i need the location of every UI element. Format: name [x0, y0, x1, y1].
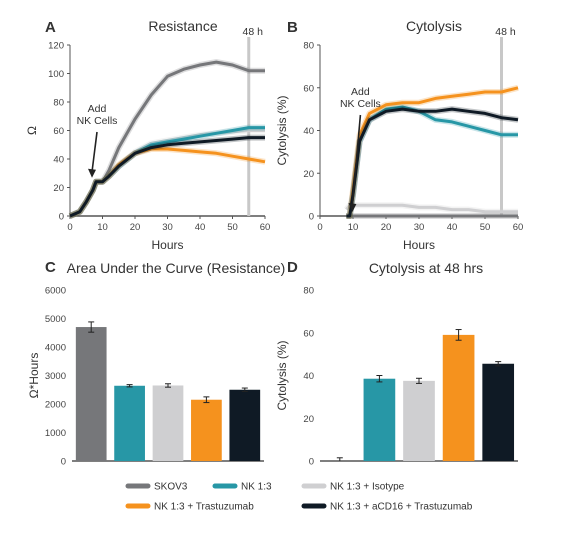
- panel-title: Cytolysis at 48 hrs: [369, 260, 483, 276]
- y-tick-label: 40: [303, 371, 314, 382]
- x-tick-label: 0: [67, 222, 72, 233]
- y-tick-label: 6000: [45, 286, 66, 297]
- y-axis-label: Cytolysis (%): [275, 340, 289, 410]
- series-line-nk-1-3-acd16-trastuzumab: [346, 107, 519, 218]
- y-tick-label: 0: [61, 457, 66, 468]
- y-tick-label: 4000: [45, 343, 66, 354]
- y-tick-label: 100: [48, 69, 64, 80]
- y-tick-label: 0: [309, 212, 314, 223]
- x-tick-label: 10: [348, 222, 359, 233]
- y-tick-label: 40: [303, 126, 314, 137]
- x-tick-label: 20: [130, 222, 141, 233]
- y-axis-label: Cytolysis (%): [275, 95, 289, 165]
- panel-letter: D: [287, 259, 298, 276]
- series-line-nk-1-3-acd16-trastuzumab: [69, 136, 265, 218]
- panel-letter: B: [287, 19, 298, 36]
- x-tick-label: 30: [414, 222, 425, 233]
- y-tick-label: 80: [303, 286, 314, 297]
- bar-nk-1-3-acd16-trastuzumab: [482, 363, 515, 461]
- panel-title: Area Under the Curve (Resistance): [67, 260, 286, 276]
- y-tick-label: 80: [53, 98, 64, 109]
- legend: SKOV3 NK 1:3 NK 1:3 + Isotype NK 1:3 + Tras…: [125, 482, 473, 513]
- cytolysis-48h-bar-chart: D Cytolysis at 48 hrs Cytolysis (%) 0 20 40 60…: [275, 259, 518, 468]
- y-axis-label: Ω: [25, 126, 39, 135]
- x-tick-label: 60: [260, 222, 271, 233]
- legend-label-nk-1-3-acd16-trastuzumab: NK 1:3 + aCD16 + Trastuzumab: [330, 502, 473, 513]
- x-tick-label: 20: [381, 222, 392, 233]
- bar-nk-1-3-isotype: [152, 385, 184, 461]
- y-tick-label: 0: [309, 457, 314, 468]
- annotation-arrow-shaft: [91, 131, 98, 172]
- panel-letter: A: [45, 19, 56, 36]
- x-tick-label: 0: [317, 222, 322, 233]
- x-tick-label: 60: [513, 222, 524, 233]
- annotation-add-nk-cells: NK Cells: [77, 115, 118, 127]
- bar-skov3: [75, 327, 107, 461]
- x-tick-label: 40: [195, 222, 206, 233]
- cytolysis-line-chart: B Cytolysis Cytolysis (%) 0 20 40 60 80 0 10 20 30 4…: [275, 18, 523, 252]
- y-tick-label: 120: [48, 41, 64, 52]
- marker-48h-label: 48 h: [495, 26, 516, 38]
- auc-bar-chart: C Area Under the Curve (Resistance) Ω*Hour…: [27, 259, 285, 468]
- annotation-arrow-shaft: [351, 114, 362, 207]
- marker-48h-label: 48 h: [243, 26, 264, 38]
- annotation-arrow-head: [348, 203, 357, 212]
- bar-nk-1-3-trastuzumab: [191, 399, 222, 461]
- annotation-add-nk-cells: Add: [88, 103, 107, 115]
- bar-nk-1-3: [114, 385, 145, 461]
- y-tick-label: 60: [303, 83, 314, 94]
- series-line-nk-1-3: [346, 105, 518, 218]
- bar-nk-1-3: [363, 378, 396, 461]
- y-tick-label: 0: [59, 212, 64, 223]
- x-axis-label: Hours: [151, 238, 183, 252]
- x-tick-label: 50: [480, 222, 491, 233]
- y-tick-label: 20: [303, 169, 314, 180]
- bar-nk-1-3-acd16-trastuzumab: [229, 389, 261, 461]
- bar-nk-1-3-isotype: [403, 380, 435, 461]
- panel-title: Cytolysis: [406, 18, 462, 34]
- bar-nk-1-3-trastuzumab: [442, 334, 475, 461]
- resistance-line-chart: A Resistance Ω 0 20 40 60 80 100 120 0 10 20 30 40 50 60…: [25, 18, 270, 252]
- x-tick-label: 30: [162, 222, 173, 233]
- annotation-arrow-head: [88, 168, 96, 178]
- legend-label-skov3: SKOV3: [154, 482, 188, 493]
- x-tick-label: 40: [447, 222, 458, 233]
- y-tick-label: 1000: [45, 428, 66, 439]
- y-tick-label: 80: [303, 41, 314, 52]
- series-line-nk-1-3-isotype: [345, 203, 518, 214]
- y-tick-label: 40: [53, 155, 64, 166]
- y-tick-label: 5000: [45, 314, 66, 325]
- series-error-band-nk-1-3: [346, 104, 518, 219]
- legend-label-nk-1-3-isotype: NK 1:3 + Isotype: [330, 482, 405, 493]
- annotation-add-nk-cells: Add: [351, 86, 370, 98]
- y-tick-label: 20: [53, 183, 64, 194]
- x-axis-label: Hours: [403, 238, 435, 252]
- y-tick-label: 2000: [45, 400, 66, 411]
- y-tick-label: 60: [53, 126, 64, 137]
- panel-title: Resistance: [148, 18, 217, 34]
- y-axis-label: Ω*Hours: [27, 353, 41, 399]
- legend-label-nk-1-3-trastuzumab: NK 1:3 + Trastuzumab: [154, 502, 254, 513]
- y-tick-label: 60: [303, 328, 314, 339]
- legend-label-nk-1-3: NK 1:3: [241, 482, 272, 493]
- x-tick-label: 10: [97, 222, 108, 233]
- x-tick-label: 50: [227, 222, 238, 233]
- panel-letter: C: [45, 259, 56, 276]
- annotation-add-nk-cells: NK Cells: [340, 98, 381, 110]
- y-tick-label: 3000: [45, 371, 66, 382]
- y-tick-label: 20: [303, 414, 314, 425]
- series-error-band-nk-1-3-acd16-trastuzumab: [346, 106, 519, 219]
